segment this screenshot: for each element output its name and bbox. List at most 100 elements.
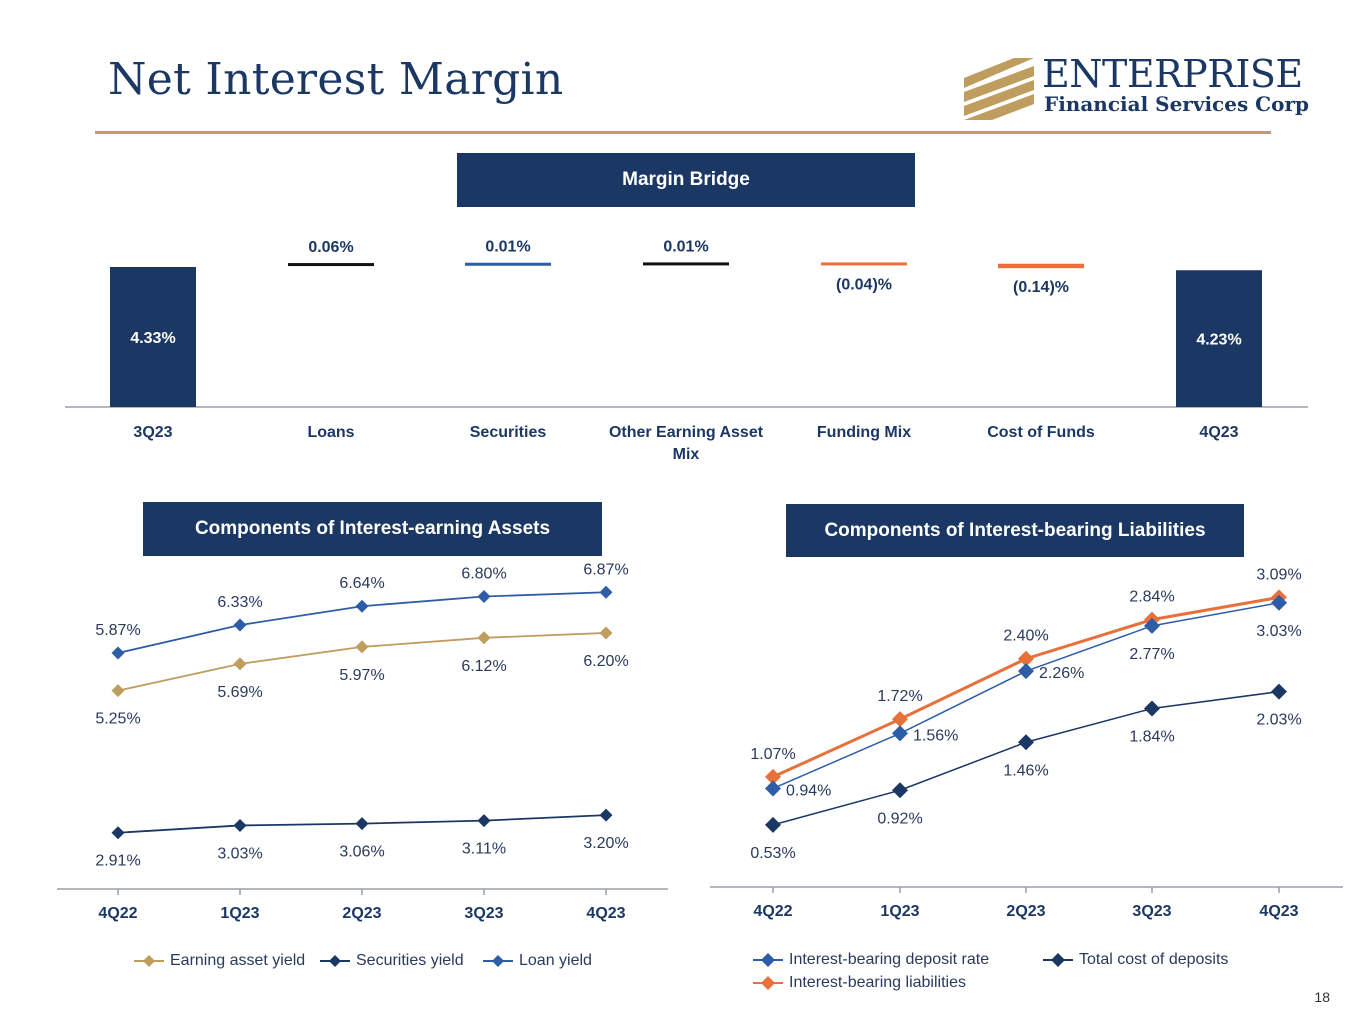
- interest-bearing-liabilities-data-point: [1018, 650, 1034, 667]
- interest-earning-assets-data-label: 3.06%: [339, 844, 384, 861]
- legend-marker-icon: [753, 976, 783, 990]
- interest-earning-assets-data-label: 6.80%: [461, 566, 506, 583]
- interest-earning-assets-data-point: [355, 817, 369, 831]
- interest-bearing-liabilities-data-point: [1271, 683, 1287, 700]
- interest-earning-assets-data-point: [477, 631, 491, 645]
- bridge-delta-label: 0.01%: [663, 238, 708, 255]
- interest-bearing-liabilities-data-label: 1.46%: [1003, 762, 1048, 779]
- bridge-category-label: Other Earning Asset: [609, 424, 764, 441]
- bridge-delta-label: 0.01%: [485, 239, 530, 256]
- logo-stripes-icon: [964, 58, 1034, 120]
- interest-bearing-liabilities-data-point: [892, 711, 908, 728]
- bridge-category-label: 4Q23: [1199, 424, 1238, 441]
- interest-earning-assets-data-label: 2.91%: [95, 853, 140, 870]
- legend-marker-icon: [134, 955, 164, 967]
- bridge-delta-bar: [643, 262, 729, 266]
- legend-label: Interest-bearing liabilities: [789, 974, 966, 991]
- bridge-bar-4q23: [1176, 270, 1262, 407]
- bridge-category-label: Mix: [673, 446, 700, 463]
- interest-earning-assets-data-label: 5.97%: [339, 667, 384, 684]
- legend-marker-icon: [753, 953, 783, 967]
- interest-earning-assets-data-point: [477, 590, 491, 604]
- interest-bearing-liabilities-data-label: 1.72%: [877, 688, 922, 705]
- bridge-bar-label: 4.33%: [130, 330, 175, 347]
- interest-earning-assets-x-tick-label: 3Q23: [464, 905, 503, 922]
- interest-bearing-liabilities-data-point: [1144, 617, 1160, 634]
- interest-earning-assets-data-point: [477, 814, 491, 828]
- interest-earning-assets-data-point: [233, 818, 247, 832]
- interest-bearing-liabilities-data-label: 0.53%: [750, 845, 795, 862]
- interest-bearing-liabilities-data-point: [892, 725, 908, 742]
- legend-marker-icon: [1043, 953, 1073, 967]
- interest-earning-assets-x-tick-label: 2Q23: [342, 905, 381, 922]
- interest-earning-assets-data-point: [111, 646, 125, 660]
- legend-item-liabilities: Interest-bearing liabilities: [753, 974, 966, 992]
- interest-bearing-liabilities-data-label: 2.77%: [1129, 646, 1174, 663]
- interest-earning-assets-data-label: 3.20%: [583, 835, 628, 852]
- bridge-category-label: Securities: [470, 424, 547, 441]
- legend-diamond: [1051, 953, 1065, 967]
- legend-diamond: [761, 953, 775, 967]
- interest-bearing-liabilities-data-label: 1.56%: [913, 727, 958, 744]
- interest-bearing-liabilities-data-label: 0.94%: [786, 782, 831, 799]
- legend-item-assets: Earning asset yield: [134, 952, 305, 970]
- legend-diamond: [492, 955, 504, 967]
- interest-bearing-liabilities-data-label: 1.07%: [750, 746, 795, 763]
- legend-item-liabilities: Total cost of deposits: [1043, 951, 1228, 969]
- bridge-delta-label: 0.06%: [308, 239, 353, 256]
- legend-diamond: [761, 976, 775, 990]
- interest-earning-assets-data-point: [233, 657, 247, 671]
- interest-earning-assets-data-label: 5.87%: [95, 622, 140, 639]
- interest-earning-assets-data-point: [599, 585, 613, 599]
- interest-earning-assets-x-tick-label: 1Q23: [220, 905, 259, 922]
- interest-earning-assets-data-label: 6.64%: [339, 575, 384, 592]
- interest-bearing-liabilities-data-label: 2.26%: [1039, 665, 1084, 682]
- legend-marker-icon: [483, 955, 513, 967]
- legend-label: Interest-bearing deposit rate: [789, 951, 990, 968]
- legend-item-assets: Loan yield: [483, 952, 592, 970]
- interest-bearing-liabilities-data-point: [1018, 663, 1034, 680]
- bridge-bar-3q23: [110, 267, 196, 407]
- company-logo: ENTERPRISE Financial Services Corp: [962, 52, 1309, 124]
- bridge-delta-label: (0.14)%: [1013, 279, 1069, 296]
- interest-bearing-liabilities-data-point: [765, 768, 781, 785]
- interest-bearing-liabilities-data-point: [765, 816, 781, 833]
- legend-label: Loan yield: [519, 952, 592, 969]
- interest-bearing-liabilities-data-point: [765, 780, 781, 797]
- liabilities-chart-title: Components of Interest-bearing Liabiliti…: [786, 504, 1244, 557]
- interest-earning-assets-data-label: 3.11%: [462, 841, 506, 858]
- interest-earning-assets-data-point: [599, 808, 613, 822]
- interest-bearing-liabilities-data-point: [892, 782, 908, 799]
- margin-bridge-title: Margin Bridge: [457, 153, 915, 207]
- legend-item-assets: Securities yield: [320, 952, 464, 970]
- interest-bearing-liabilities-data-label: 2.84%: [1129, 589, 1174, 606]
- interest-earning-assets-data-point: [233, 618, 247, 632]
- legend-item-liabilities: Interest-bearing deposit rate: [753, 951, 989, 969]
- interest-earning-assets-data-label: 3.03%: [217, 845, 262, 862]
- interest-earning-assets-data-label: 6.33%: [217, 594, 262, 611]
- interest-earning-assets-x-tick-label: 4Q22: [98, 905, 137, 922]
- assets-chart-title: Components of Interest-earning Assets: [143, 502, 602, 556]
- interest-earning-assets-data-point: [355, 599, 369, 613]
- legend-label: Total cost of deposits: [1079, 951, 1229, 968]
- bridge-delta-label: (0.04)%: [836, 276, 892, 293]
- bridge-bar-label: 4.23%: [1196, 332, 1241, 349]
- bridge-category-label: Funding Mix: [817, 424, 911, 441]
- interest-bearing-liabilities-x-tick-label: 3Q23: [1132, 903, 1171, 920]
- interest-earning-assets-data-label: 6.20%: [583, 653, 628, 670]
- interest-bearing-liabilities-x-tick-label: 4Q23: [1259, 903, 1298, 920]
- interest-earning-assets-data-label: 5.69%: [217, 684, 262, 701]
- interest-bearing-liabilities-data-point: [1271, 594, 1287, 611]
- interest-earning-assets-data-point: [599, 626, 613, 640]
- interest-bearing-liabilities-data-label: 1.84%: [1129, 729, 1174, 746]
- interest-bearing-liabilities-data-point: [1144, 700, 1160, 717]
- legend-diamond: [143, 955, 155, 967]
- legend-diamond: [329, 955, 341, 967]
- page-number: 18: [1314, 989, 1330, 1005]
- bridge-category-label: Cost of Funds: [987, 424, 1095, 441]
- interest-bearing-liabilities-data-label: 3.03%: [1256, 623, 1301, 640]
- bridge-delta-bar: [288, 263, 374, 267]
- interest-earning-assets-data-point: [355, 640, 369, 654]
- interest-bearing-liabilities-data-label: 2.03%: [1256, 712, 1301, 729]
- interest-earning-assets-x-tick-label: 4Q23: [586, 905, 625, 922]
